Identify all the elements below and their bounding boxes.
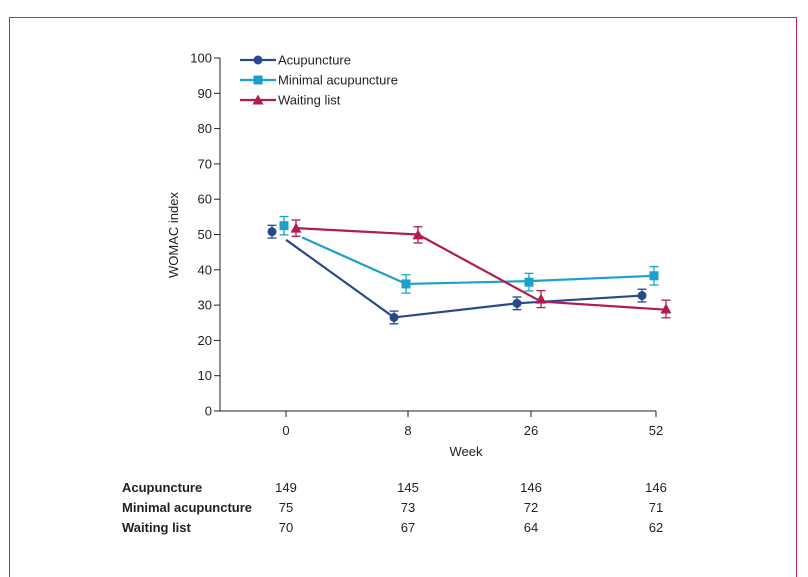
y-tick-label: 10 [198, 368, 212, 383]
womac-line-chart: 0 10 20 30 40 50 60 70 80 90 100 0 8 26 52 Acupuncture… [122, 51, 672, 535]
minimal-acupuncture-series [279, 215, 659, 294]
at-risk-count: 70 [279, 520, 293, 535]
y-tick-label: 60 [198, 192, 212, 207]
at-risk-count: 146 [645, 480, 667, 495]
chart-axes: 0 10 20 30 40 50 60 70 80 90 100 0 8 26 52 [190, 51, 663, 439]
at-risk-row-label: Waiting list [122, 520, 192, 535]
y-tick-label: 90 [198, 86, 212, 101]
at-risk-count: 73 [401, 500, 415, 515]
at-risk-row-label: Minimal acupuncture [122, 500, 252, 515]
legend-label-minimal-acupuncture: Minimal acupuncture [278, 73, 398, 88]
at-risk-count: 64 [524, 520, 538, 535]
acupuncture-series [267, 224, 647, 325]
waiting-list-line [295, 227, 667, 311]
minimal-acupuncture-point [524, 277, 534, 287]
y-tick-label: 100 [190, 51, 212, 66]
y-tick-label: 70 [198, 156, 212, 171]
waiting-list-point [412, 229, 424, 240]
figure-frame [9, 17, 797, 577]
legend-marker-minimal-acupuncture [253, 75, 263, 85]
x-tick-label: 26 [524, 423, 538, 438]
y-axis-title: WOMAC index [166, 192, 181, 278]
at-risk-count: 67 [401, 520, 415, 535]
x-tick-label: 0 [282, 423, 289, 438]
x-axis-title: Week [450, 444, 483, 459]
y-tick-label: 20 [198, 333, 212, 348]
acupuncture-point [267, 227, 277, 237]
waiting-list-point [535, 293, 547, 304]
waiting-list-series [290, 219, 672, 319]
at-risk-count: 72 [524, 500, 538, 515]
acupuncture-point [389, 312, 399, 322]
waiting-list-point [290, 222, 302, 233]
acupuncture-point [512, 298, 522, 308]
legend-marker-waiting-list [252, 94, 264, 105]
acupuncture-point [637, 291, 647, 301]
at-risk-count: 145 [397, 480, 419, 495]
acupuncture-line [285, 238, 643, 319]
series-layer [267, 215, 672, 325]
number-at-risk-table: Acupuncture 149 145 146 146 Minimal acupunctu… [122, 480, 667, 535]
x-tick-label: 52 [649, 423, 663, 438]
at-risk-count: 75 [279, 500, 293, 515]
at-risk-count: 62 [649, 520, 663, 535]
y-tick-label: 50 [198, 227, 212, 242]
minimal-acupuncture-point [401, 279, 411, 289]
y-tick-label: 80 [198, 121, 212, 136]
legend-label-acupuncture: Acupuncture [278, 53, 351, 68]
y-tick-label: 30 [198, 298, 212, 313]
x-tick-label: 8 [404, 423, 411, 438]
legend-marker-acupuncture [253, 55, 263, 65]
minimal-acupuncture-line [301, 236, 655, 286]
waiting-list-point [660, 303, 672, 314]
at-risk-count: 71 [649, 500, 663, 515]
y-tick-label: 40 [198, 262, 212, 277]
at-risk-count: 149 [275, 480, 297, 495]
chart-legend: Acupuncture Minimal acupuncture Waiting li… [240, 53, 398, 108]
minimal-acupuncture-point [649, 271, 659, 281]
at-risk-row-label: Acupuncture [122, 480, 202, 495]
legend-label-waiting-list: Waiting list [278, 93, 341, 108]
at-risk-count: 146 [520, 480, 542, 495]
minimal-acupuncture-point [279, 221, 289, 231]
y-tick-label: 0 [205, 404, 212, 419]
